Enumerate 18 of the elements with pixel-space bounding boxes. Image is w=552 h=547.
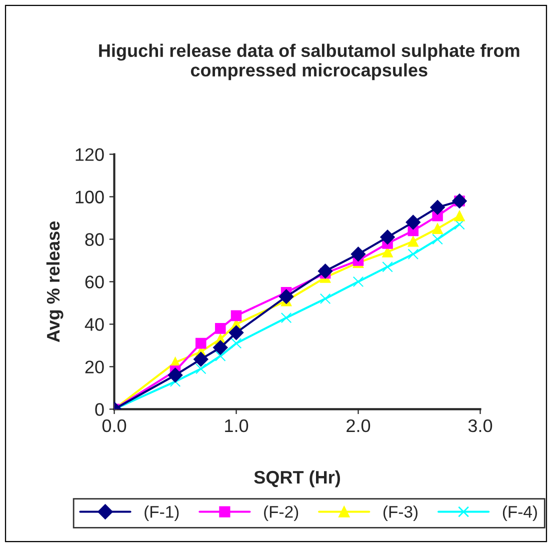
y-tick-label: 60: [85, 276, 104, 288]
x-tick-label: 3.0: [468, 419, 492, 432]
y-tick-label: 120: [76, 148, 104, 161]
legend-label: (F-1): [144, 506, 179, 522]
y-tick-label: 0: [95, 403, 104, 416]
y-tick-label: 100: [76, 190, 104, 204]
x-tick-label: 1.0: [225, 419, 248, 432]
y-axis-title: Avg % release: [46, 221, 64, 342]
legend-label: (F-3): [383, 506, 418, 522]
x-axis-title: SQRT (Hr): [254, 470, 340, 488]
chart-title: Higuchi release data of salbutamol sulphate from compressed microcapsules: [99, 44, 520, 80]
legend-label: (F-4): [502, 506, 537, 522]
y-tick-label: 40: [84, 318, 104, 331]
x-tick-label: 2.0: [346, 419, 370, 432]
y-tick-label: 80: [85, 233, 104, 246]
y-tick-label: 20: [85, 360, 104, 374]
legend-label: (F-2): [264, 506, 298, 522]
x-tick-label: 0.0: [102, 419, 126, 432]
